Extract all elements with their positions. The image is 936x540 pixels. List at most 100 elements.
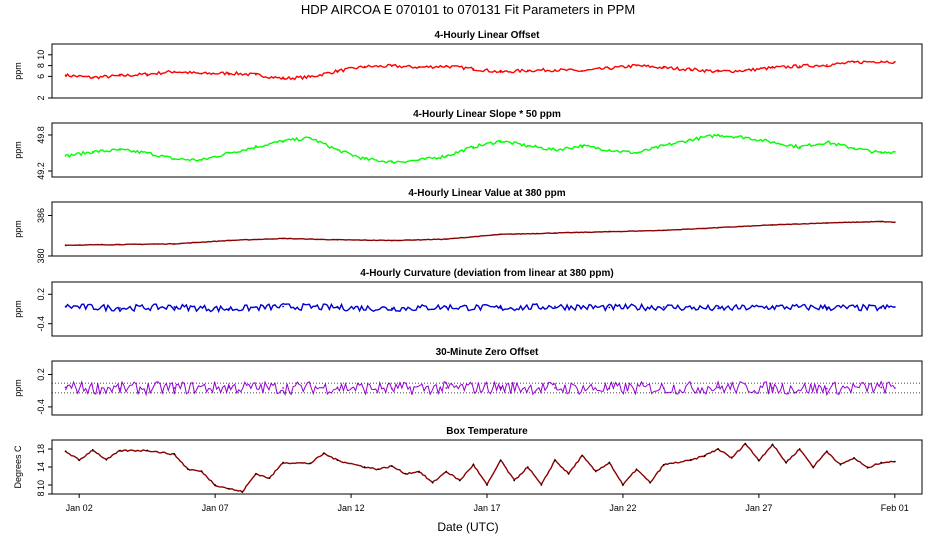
data-point	[662, 229, 665, 232]
panel-1: 4-Hourly Linear Offset ppm 2 6 8 10	[13, 30, 923, 101]
data-point	[173, 453, 176, 456]
data-point	[785, 461, 787, 464]
data-point	[445, 470, 448, 473]
data-point	[825, 450, 828, 453]
panel-frame	[51, 201, 923, 257]
y-tick-label: -0.4	[36, 316, 46, 332]
data-point	[445, 65, 448, 68]
x-tick-label: Jan 27	[745, 503, 772, 513]
data-point	[717, 448, 719, 450]
y-tick-label: 10	[36, 480, 46, 490]
data-point	[798, 146, 801, 148]
panel-frame	[51, 281, 923, 337]
data-point	[635, 152, 638, 154]
data-point	[78, 459, 81, 462]
panel-title: 30-Minute Zero Offset	[436, 347, 539, 358]
panel-frame	[51, 360, 923, 416]
data-point	[499, 233, 502, 236]
y-axis-label: Degrees C	[13, 445, 23, 489]
data-point	[458, 479, 461, 482]
data-point	[472, 146, 475, 148]
data-point	[730, 457, 733, 459]
data-point	[227, 386, 230, 389]
data-point	[390, 387, 393, 390]
data-point	[744, 442, 747, 445]
data-point	[227, 152, 230, 154]
y-axis-label: ppm	[13, 300, 23, 318]
data-point	[581, 144, 584, 147]
data-point	[64, 305, 67, 308]
y-tick-label: 2	[36, 95, 46, 100]
data-point	[445, 155, 448, 157]
data-point	[839, 463, 842, 466]
data-point	[540, 484, 543, 486]
y-tick-label: -0.4	[36, 399, 46, 415]
data-point	[282, 387, 284, 389]
data-point	[418, 470, 420, 473]
data-point	[282, 461, 284, 464]
data-point	[173, 242, 176, 245]
data-point	[717, 226, 719, 229]
data-point	[608, 149, 611, 151]
data-point	[200, 159, 203, 162]
y-tick-label: 0.2	[36, 288, 46, 301]
series-line	[65, 133, 895, 165]
data-point	[554, 459, 556, 462]
data-point	[336, 386, 339, 389]
data-point	[227, 72, 230, 75]
data-point	[513, 479, 516, 482]
data-point	[853, 457, 855, 459]
data-point	[445, 306, 448, 308]
data-point	[91, 76, 94, 79]
data-point	[282, 140, 284, 142]
data-point	[445, 238, 448, 241]
data-point	[499, 71, 502, 73]
data-point	[798, 448, 801, 450]
data-point	[744, 69, 747, 72]
data-point	[893, 150, 896, 153]
data-point	[146, 449, 149, 452]
y-tick-label: 49.2	[36, 162, 46, 180]
x-tick-label: Jan 07	[202, 503, 229, 513]
data-point	[499, 307, 502, 309]
data-point	[567, 472, 570, 475]
data-point	[581, 454, 584, 457]
data-point	[717, 134, 719, 136]
data-point	[309, 76, 312, 78]
panel-title: Box Temperature	[446, 426, 528, 437]
data-point	[472, 67, 475, 70]
panel-5: 30-Minute Zero Offset ppm -0.4 0.2	[13, 347, 923, 416]
data-point	[282, 77, 284, 80]
series-line	[65, 60, 896, 81]
series-line	[65, 302, 895, 314]
data-point	[880, 307, 883, 309]
data-point	[744, 136, 747, 139]
data-point	[690, 138, 692, 141]
y-axis-label: ppm	[13, 141, 23, 159]
data-point	[662, 387, 665, 389]
data-point	[662, 463, 665, 466]
data-point	[662, 144, 665, 147]
data-point	[866, 467, 869, 469]
data-point	[282, 305, 284, 308]
data-point	[390, 239, 393, 242]
data-point	[119, 449, 121, 452]
data-point	[390, 161, 393, 163]
data-point	[336, 459, 339, 462]
series-line	[65, 379, 896, 397]
data-point	[526, 466, 529, 468]
data-point	[336, 149, 339, 151]
y-tick-label: 0.2	[36, 368, 46, 381]
data-point	[717, 386, 719, 389]
panel-2: 4-Hourly Linear Slope * 50 ppm ppm 49.2 49.…	[13, 109, 923, 180]
x-tick-label: Jan 22	[609, 503, 636, 513]
data-point	[173, 158, 176, 160]
data-point	[880, 386, 883, 389]
data-point	[200, 72, 203, 75]
data-point	[812, 466, 815, 468]
data-point	[554, 232, 556, 234]
data-point	[554, 387, 556, 389]
data-point	[853, 147, 855, 150]
